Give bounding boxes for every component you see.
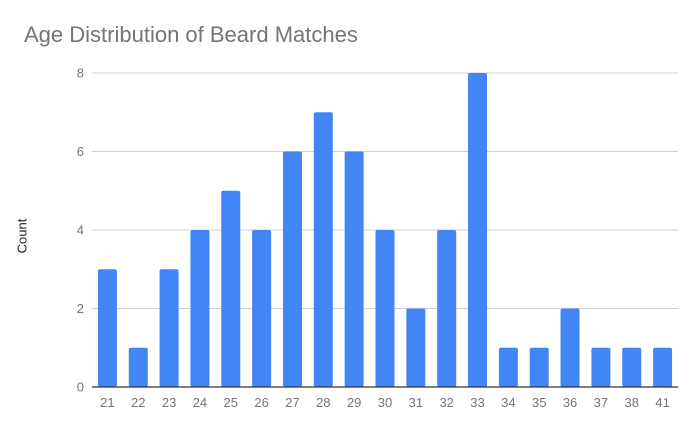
x-tick-label: 26 bbox=[254, 395, 268, 410]
y-tick-label: 2 bbox=[77, 301, 84, 316]
bar bbox=[560, 308, 580, 387]
bar bbox=[97, 269, 117, 387]
bar bbox=[190, 230, 210, 387]
bar bbox=[653, 347, 673, 387]
x-tick-label: 30 bbox=[378, 395, 392, 410]
y-tick-label: 4 bbox=[77, 223, 84, 238]
bar bbox=[159, 269, 179, 387]
x-tick-label: 21 bbox=[100, 395, 114, 410]
bar bbox=[622, 347, 642, 387]
chart-title: Age Distribution of Beard Matches bbox=[24, 22, 358, 47]
y-tick-label: 6 bbox=[77, 144, 84, 159]
x-tick-label: 28 bbox=[316, 395, 330, 410]
x-tick-label: 32 bbox=[439, 395, 453, 410]
bar bbox=[344, 151, 364, 387]
bar bbox=[252, 230, 272, 387]
x-tick-label: 22 bbox=[131, 395, 145, 410]
y-tick-label: 0 bbox=[77, 380, 84, 395]
x-tick-label: 34 bbox=[501, 395, 515, 410]
bar bbox=[498, 347, 518, 387]
bar bbox=[529, 347, 549, 387]
bar bbox=[282, 151, 302, 387]
x-tick-label: 37 bbox=[594, 395, 608, 410]
x-tick-label: 29 bbox=[347, 395, 361, 410]
x-tick-label: 35 bbox=[532, 395, 546, 410]
bar bbox=[406, 308, 426, 387]
bar bbox=[591, 347, 611, 387]
x-tick-label: 25 bbox=[224, 395, 238, 410]
bar bbox=[437, 230, 457, 387]
x-tick-label: 23 bbox=[162, 395, 176, 410]
x-tick-label: 27 bbox=[285, 395, 299, 410]
bar bbox=[313, 112, 333, 387]
bar bbox=[221, 190, 241, 387]
x-tick-label: 38 bbox=[625, 395, 639, 410]
bar bbox=[375, 230, 395, 387]
bar bbox=[468, 73, 488, 387]
x-tick-label: 41 bbox=[655, 395, 669, 410]
x-tick-label: 31 bbox=[409, 395, 423, 410]
x-tick-label: 36 bbox=[563, 395, 577, 410]
x-tick-label: 24 bbox=[193, 395, 207, 410]
y-tick-label: 8 bbox=[77, 66, 84, 81]
x-tick-label: 33 bbox=[470, 395, 484, 410]
bar bbox=[128, 347, 148, 387]
